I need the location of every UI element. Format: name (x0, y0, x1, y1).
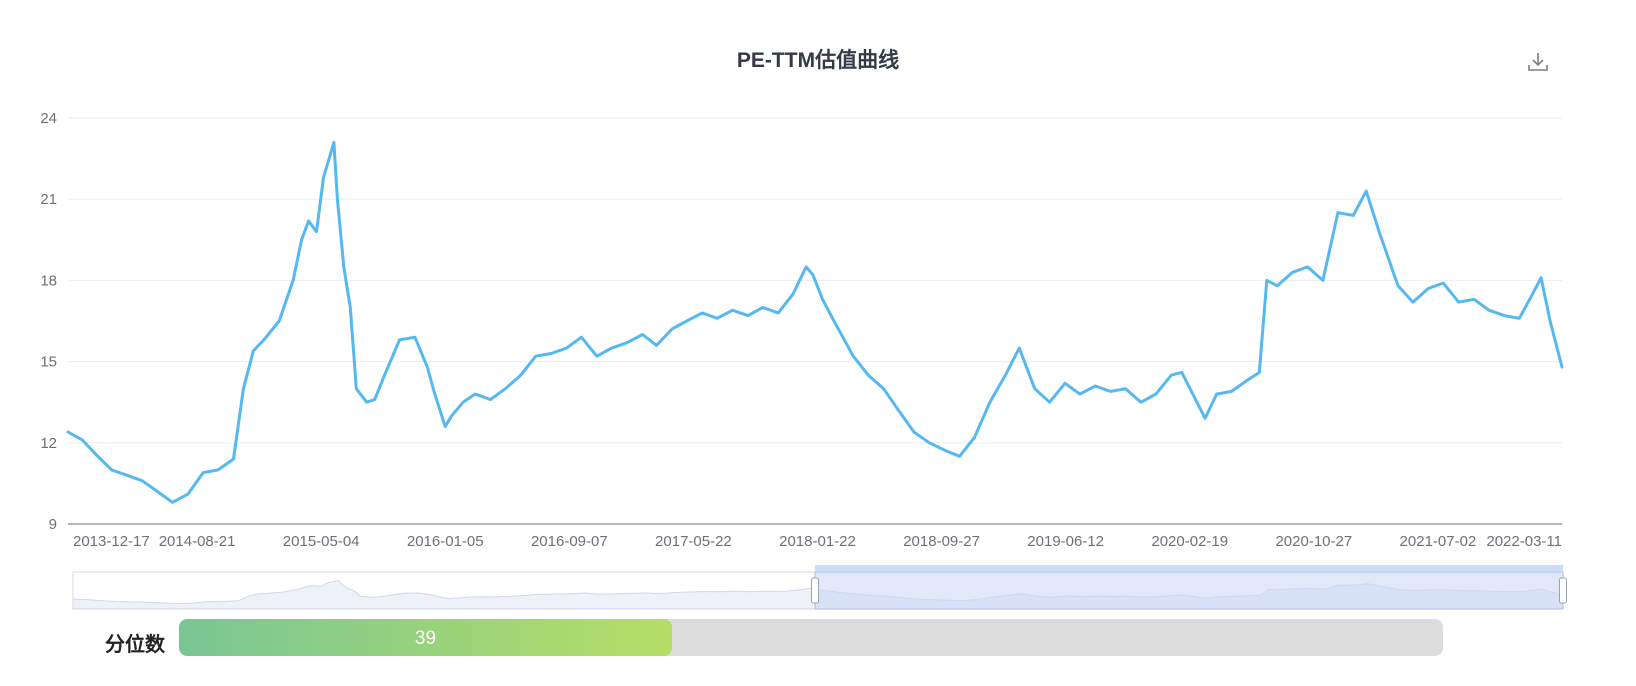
x-tick-label: 2022-03-11 (1486, 533, 1562, 550)
slider-left-handle[interactable] (811, 577, 820, 604)
x-axis-ticks: 2013-12-17 2014-08-21 2015-05-04 2016-01-05… (73, 533, 1562, 550)
download-icon[interactable] (1526, 50, 1550, 74)
chart-canvas: 9 12 15 18 21 24 2013-12-17 2014-08-21 2015-05-… (40, 110, 1567, 610)
x-tick-label: 2015-05-04 (283, 533, 360, 550)
percentile-value: 39 (414, 628, 437, 649)
x-tick-label: 2021-07-02 (1400, 533, 1477, 550)
grid-lines (68, 117, 1562, 444)
percentile-fill (179, 619, 672, 656)
y-tick-label: 18 (40, 272, 57, 289)
x-tick-label: 2017-05-22 (655, 533, 732, 550)
slider-selected-window[interactable] (814, 571, 1564, 610)
x-tick-label: 2014-08-21 (159, 533, 236, 550)
datazoom-slider[interactable] (72, 565, 1567, 610)
y-tick-label: 24 (40, 110, 57, 127)
y-tick-label: 21 (40, 191, 57, 208)
y-tick-label: 15 (40, 354, 57, 371)
y-axis-ticks: 9 12 15 18 21 24 (40, 110, 57, 533)
x-tick-label: 2018-09-27 (903, 533, 980, 550)
x-tick-label: 2020-10-27 (1275, 533, 1352, 550)
slider-right-handle[interactable] (1559, 577, 1567, 604)
x-tick-label: 2016-09-07 (531, 533, 608, 550)
series-line (66, 140, 1564, 504)
x-tick-label: 2016-01-05 (407, 533, 484, 550)
x-tick-label: 2020-02-19 (1151, 533, 1228, 550)
percentile-label: 分位数 (105, 634, 165, 656)
y-tick-label: 12 (40, 435, 57, 452)
x-tick-label: 2018-01-22 (779, 533, 856, 550)
x-tick-label: 2013-12-17 (73, 533, 150, 550)
x-tick-label: 2019-06-12 (1027, 533, 1104, 550)
y-tick-label: 9 (49, 516, 57, 533)
chart-title: PE-TTM估值曲线 (736, 49, 900, 72)
slider-move-handle[interactable] (815, 565, 1563, 572)
percentile-track: 39 (179, 619, 1443, 656)
